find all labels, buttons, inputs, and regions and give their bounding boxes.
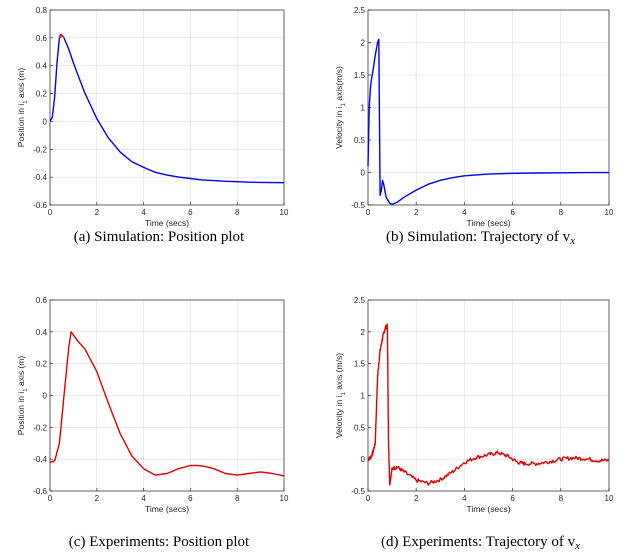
x-axis-label: Time (secs) [466,218,510,228]
plot-area [50,10,284,205]
y-tick-label: 0.5 [354,423,366,432]
series-line [58,33,65,39]
x-tick-label: 6 [188,494,193,503]
y-tick-label: 0 [361,455,366,464]
y-tick-label: 2 [361,328,366,337]
x-tick-label: 10 [605,208,614,217]
x-tick-label: 6 [510,208,515,217]
x-tick-label: 6 [188,208,193,217]
y-tick-label: -0.2 [33,423,47,432]
x-tick-label: 8 [235,494,240,503]
y-tick-label: 0 [43,117,48,126]
y-tick-label: 0.6 [36,34,48,43]
x-tick-label: 4 [141,494,146,503]
y-tick-label: 1 [361,104,366,113]
y-tick-label: -0.4 [33,455,47,464]
y-tick-label: -0.4 [33,173,47,182]
series-line [49,331,285,477]
y-tick-label: -0.5 [351,201,365,210]
y-tick-label: 0.2 [36,90,48,99]
y-tick-label: -0.6 [33,487,47,496]
y-axis-label: Position in i1 axis (m) [16,68,29,148]
y-axis-label: Velocity in i1 axis (m/s) [334,353,347,438]
x-tick-label: 8 [559,208,564,217]
chart-c: 0 2 4 6 8 10 -0.6 -0.4 -0.2 0 0.2 0.4 0.6 Time (secs)… [16,296,289,550]
x-tick-label: 10 [280,494,289,503]
y-tick-label: 2.5 [354,296,366,305]
y-tick-label: 1.5 [354,360,366,369]
x-tick-label: 4 [462,494,467,503]
figure-caption: (c) Experiments: Position plot [69,534,250,550]
x-axis-label: Time (secs) [466,504,510,514]
plot-frame [367,299,610,492]
series-line [367,323,610,486]
y-tick-label: 0.2 [36,360,48,369]
x-tick-label: 2 [95,208,100,217]
y-tick-label: 1 [361,392,366,401]
x-tick-label: 2 [414,208,419,217]
y-tick-label: 1.5 [354,71,366,80]
x-tick-label: 0 [48,208,53,217]
y-tick-label: 2 [361,39,366,48]
y-tick-label: 0.4 [36,328,48,337]
y-tick-label: -0.6 [33,201,47,210]
series-line [367,38,609,205]
y-tick-label: 0 [361,169,366,178]
x-tick-label: 8 [559,494,564,503]
y-tick-label: -0.5 [351,487,365,496]
y-tick-label: 0.8 [36,6,48,15]
figure-caption: (d) Experiments: Trajectory of vx [381,534,580,552]
x-tick-label: 0 [366,208,371,217]
y-tick-label: -0.2 [33,145,47,154]
y-tick-label: 2.5 [354,6,366,15]
figure-caption: (a) Simulation: Position plot [74,229,245,245]
x-tick-label: 0 [48,494,53,503]
x-axis-label: Time (secs) [145,504,189,514]
y-tick-label: 0.6 [36,296,48,305]
x-axis-label: Time (secs) [145,218,189,228]
y-tick-label: 0.5 [354,136,366,145]
x-tick-label: 4 [462,208,467,217]
y-tick-label: 0 [43,392,48,401]
x-tick-label: 2 [95,494,100,503]
plot-frame [367,9,610,206]
y-tick-label: 0.4 [36,62,48,71]
x-tick-label: 2 [414,494,419,503]
plot-frame [49,9,285,206]
x-tick-label: 4 [141,208,146,217]
figure-caption: (b) Simulation: Trajectory of vx [386,229,575,247]
x-tick-label: 10 [605,494,614,503]
plot-frame [49,299,285,492]
y-axis-label: Velocity in i1 axis(m/s) [334,66,347,149]
x-tick-label: 10 [280,208,289,217]
chart-a: 0 2 4 6 8 10 -0.6 -0.4 -0.2 0 0.2 0.4 0.6 0.8 Time (se… [16,6,289,245]
x-tick-label: 6 [510,494,515,503]
x-tick-label: 8 [235,208,240,217]
x-tick-label: 0 [366,494,371,503]
y-axis-label: Position in i1 axis (m) [16,356,29,436]
